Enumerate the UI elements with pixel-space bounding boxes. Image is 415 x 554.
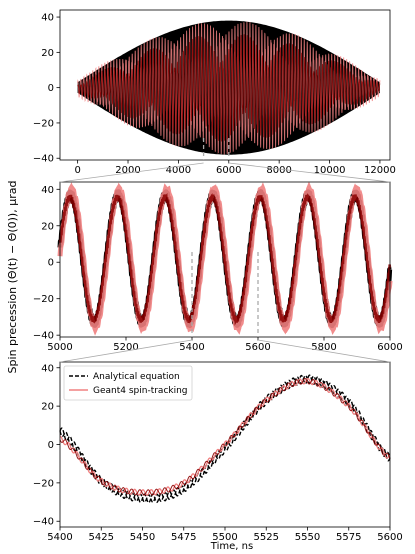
middle-ytick-label: −40 [33,331,54,342]
top-ytick-label: −20 [33,118,54,129]
bottom-xtick-label: 5525 [254,532,279,543]
top-xtick-label: 4000 [166,165,191,176]
middle-ytick-label: 20 [41,221,54,232]
middle-ytick-label: 0 [48,258,54,269]
bottom-overlap-line [59,377,391,496]
middle-xtick-label: 5000 [47,342,72,353]
bottom-ytick-label: −20 [33,478,54,489]
top-frame [59,9,391,161]
middle-overlap-line [58,192,392,326]
bottom-ytick-label: 0 [48,440,54,451]
bottom-xtick-label: 5425 [89,532,114,543]
top-xtick-label: 0 [74,165,80,176]
bottom-ytick-label: 20 [41,402,54,413]
middle-xtick-label: 5800 [311,342,336,353]
top-xtick-label: 2000 [115,165,140,176]
legend: Analytical equation Geant4 spin-tracking [63,365,193,401]
top-ytick-label: 40 [41,13,54,24]
legend-box [63,365,193,401]
zoom-connector-left-1 [59,162,204,183]
bottom-xlabel: Time, ns [210,541,253,552]
bottom-xtick-label: 5450 [130,532,155,543]
bottom-xtick-label: 5500 [212,532,237,543]
zoom-connector-left-2 [59,339,193,363]
middle-frame [59,181,391,338]
bottom-ytick-label: 40 [41,363,54,374]
top-panel: 0 2000 4000 6000 8000 10000 12000 −40 −20 0 20 40 [33,9,396,176]
legend-label-analytical: Analytical equation [93,372,180,382]
bottom-ytick-label: −40 [33,517,54,528]
middle-panel: 5000 5200 5400 5600 5800 6000 −40 −20 0 20 40 [33,181,403,353]
bottom-xtick-label: 5475 [171,532,196,543]
top-ytick-label: 20 [41,48,54,59]
zoom-guides [59,138,391,363]
figure-ylabel: Spin precession (Θ(t) − Θ(0)), μrad [6,181,19,374]
bottom-xtick-label: 5550 [295,532,320,543]
middle-ytick-label: −20 [33,294,54,305]
top-ytick-label: 0 [48,83,54,94]
bottom-xtick-label: 5575 [336,532,361,543]
top-xtick-label: 8000 [266,165,291,176]
middle-xtick-label: 6000 [377,342,402,353]
middle-xtick-label: 5600 [245,342,270,353]
bottom-xtick-label: 5600 [377,532,402,543]
top-overlap-line [77,34,381,142]
bottom-geant4-line [59,377,391,496]
zoom-connector-right-2 [257,339,391,363]
legend-label-geant4: Geant4 spin-tracking [93,386,188,396]
top-ytick-label: −40 [33,154,54,165]
middle-ytick-label: 40 [41,185,54,196]
top-xtick-label: 10000 [314,165,346,176]
middle-xtick-label: 5200 [113,342,138,353]
top-xtick-label: 6000 [216,165,241,176]
zoom-connector-right-1 [228,162,391,183]
middle-xtick-label: 5400 [179,342,204,353]
bottom-xtick-label: 5400 [47,532,72,543]
top-xtick-label: 12000 [364,165,396,176]
